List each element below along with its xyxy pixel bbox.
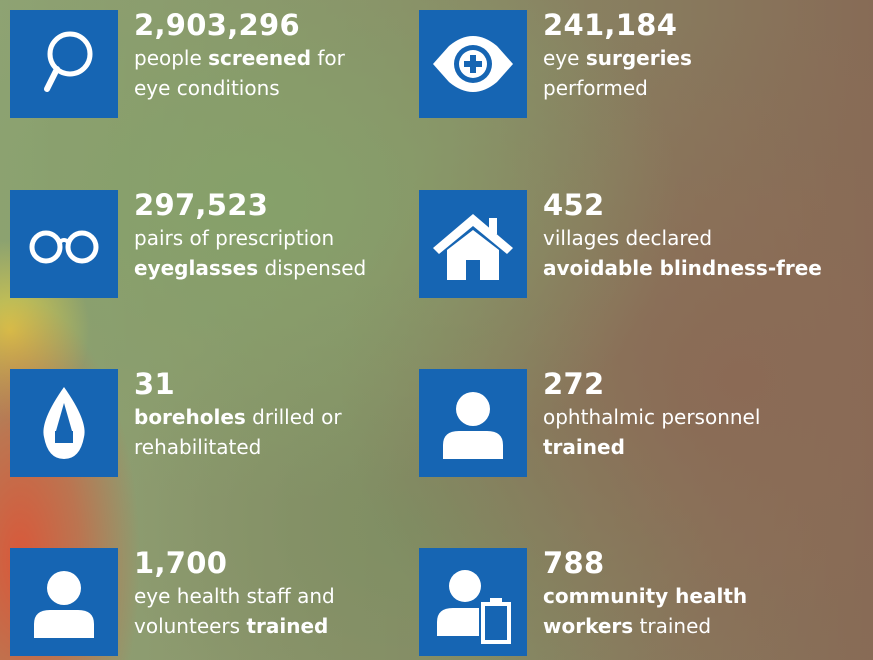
stat-description-line: performed bbox=[543, 73, 692, 103]
stat-item: 297,523 pairs of prescription eyeglasses d… bbox=[10, 190, 440, 300]
stat-text: 297,523 pairs of prescription eyeglasses d… bbox=[134, 187, 366, 283]
text: eye bbox=[543, 46, 586, 70]
stat-description-line: volunteers trained bbox=[134, 611, 335, 641]
stat-number: 272 bbox=[543, 366, 760, 402]
stat-description-line: eye health staff and bbox=[134, 581, 335, 611]
bold-text: eyeglasses bbox=[134, 256, 258, 280]
stat-description-line: trained bbox=[543, 432, 760, 462]
bold-text: surgeries bbox=[586, 46, 692, 70]
page: (() => { const data = JSON.parse(documen… bbox=[0, 0, 873, 660]
text: dispensed bbox=[258, 256, 366, 280]
icon-graphic bbox=[419, 10, 527, 118]
text: drilled or bbox=[246, 405, 342, 429]
stat-icon bbox=[419, 190, 527, 298]
stat-description-line: pairs of prescription bbox=[134, 223, 366, 253]
stat-number: 788 bbox=[543, 545, 747, 581]
text: for bbox=[311, 46, 345, 70]
stat-icon bbox=[419, 548, 527, 656]
stat-item: 452 villages declared avoidable blindness-… bbox=[419, 190, 849, 300]
text: people bbox=[134, 46, 208, 70]
icon-graphic bbox=[10, 369, 118, 477]
bold-text: community health bbox=[543, 584, 747, 608]
stat-description-line: villages declared bbox=[543, 223, 822, 253]
stat-number: 297,523 bbox=[134, 187, 366, 223]
stat-number: 452 bbox=[543, 187, 822, 223]
stat-item: 1,700 eye health staff and volunteers trai… bbox=[10, 548, 440, 658]
icon-graphic bbox=[10, 548, 118, 656]
text: pairs of prescription bbox=[134, 226, 334, 250]
text: volunteers bbox=[134, 614, 246, 638]
bold-text: avoidable blindness-free bbox=[543, 256, 822, 280]
icon-graphic bbox=[419, 548, 527, 656]
text: performed bbox=[543, 76, 648, 100]
stat-description-line: boreholes drilled or bbox=[134, 402, 342, 432]
stat-number: 241,184 bbox=[543, 7, 692, 43]
stat-number: 1,700 bbox=[134, 545, 335, 581]
stat-text: 452 villages declared avoidable blindness-… bbox=[543, 187, 822, 283]
stat-item: 272 ophthalmic personnel trained bbox=[419, 369, 849, 479]
bold-text: workers bbox=[543, 614, 633, 638]
stat-icon bbox=[10, 10, 118, 118]
stat-icon bbox=[10, 369, 118, 477]
stat-text: 272 ophthalmic personnel trained bbox=[543, 366, 760, 462]
stat-description-line: eyeglasses dispensed bbox=[134, 253, 366, 283]
stat-text: 788 community health workers trained bbox=[543, 545, 747, 641]
stat-description-line: workers trained bbox=[543, 611, 747, 641]
bold-text: trained bbox=[543, 435, 625, 459]
text: eye conditions bbox=[134, 76, 280, 100]
stat-icon bbox=[10, 190, 118, 298]
stat-icon bbox=[10, 548, 118, 656]
text: eye health staff and bbox=[134, 584, 335, 608]
stat-description-line: ophthalmic personnel bbox=[543, 402, 760, 432]
icon-graphic bbox=[10, 10, 118, 118]
text: trained bbox=[633, 614, 711, 638]
text: rehabilitated bbox=[134, 435, 261, 459]
stat-text: 1,700 eye health staff and volunteers trai… bbox=[134, 545, 335, 641]
stat-description-line: eye surgeries bbox=[543, 43, 692, 73]
stat-description-line: rehabilitated bbox=[134, 432, 342, 462]
text: ophthalmic personnel bbox=[543, 405, 760, 429]
stat-number: 31 bbox=[134, 366, 342, 402]
text: villages declared bbox=[543, 226, 712, 250]
stat-description-line: community health bbox=[543, 581, 747, 611]
stat-icon bbox=[419, 10, 527, 118]
bold-text: trained bbox=[246, 614, 328, 638]
bold-text: boreholes bbox=[134, 405, 246, 429]
icon-graphic bbox=[419, 369, 527, 477]
bold-text: screened bbox=[208, 46, 311, 70]
stat-description-line: people screened for bbox=[134, 43, 345, 73]
stat-description-line: avoidable blindness-free bbox=[543, 253, 822, 283]
icon-graphic bbox=[10, 190, 118, 298]
stat-description-line: eye conditions bbox=[134, 73, 345, 103]
icon-graphic bbox=[419, 190, 527, 298]
stat-item: 788 community health workers trained bbox=[419, 548, 849, 658]
stat-icon bbox=[419, 369, 527, 477]
stat-number: 2,903,296 bbox=[134, 7, 345, 43]
